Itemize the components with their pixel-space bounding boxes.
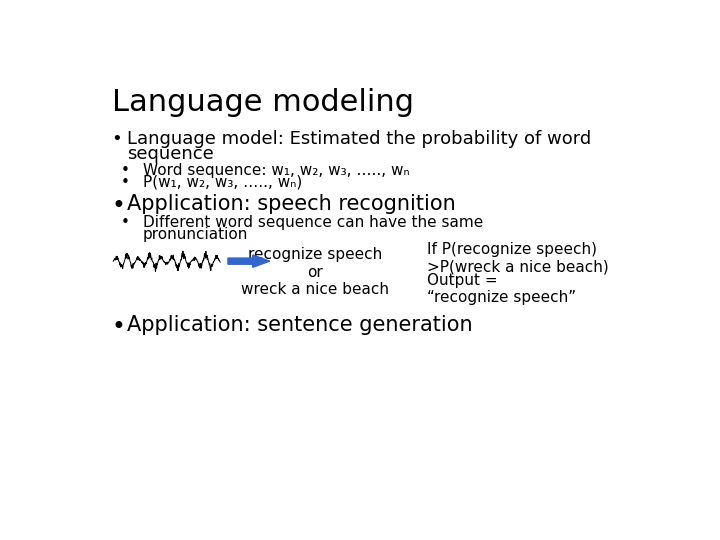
Text: Language model: Estimated the probability of word: Language model: Estimated the probabilit… [127, 130, 591, 148]
Text: •: • [121, 163, 130, 178]
Text: P(w₁, w₂, w₃, ….., wₙ): P(w₁, w₂, w₃, ….., wₙ) [143, 175, 302, 190]
Text: If P(recognize speech)
>P(wreck a nice beach): If P(recognize speech) >P(wreck a nice b… [427, 242, 609, 274]
Text: Application: sentence generation: Application: sentence generation [127, 315, 473, 335]
Text: •: • [112, 130, 122, 148]
Text: Application: speech recognition: Application: speech recognition [127, 194, 456, 214]
Text: •: • [121, 175, 130, 190]
Text: Output =
“recognize speech”: Output = “recognize speech” [427, 273, 576, 305]
Polygon shape [228, 255, 270, 267]
Text: Language modeling: Language modeling [112, 88, 414, 117]
Text: Different word sequence can have the same: Different word sequence can have the sam… [143, 215, 483, 230]
Text: pronunciation: pronunciation [143, 227, 248, 242]
Text: recognize speech
or
wreck a nice beach: recognize speech or wreck a nice beach [240, 247, 389, 297]
Text: Word sequence: w₁, w₂, w₃, ….., wₙ: Word sequence: w₁, w₂, w₃, ….., wₙ [143, 163, 410, 178]
Text: •: • [112, 194, 125, 218]
Text: sequence: sequence [127, 145, 214, 163]
Text: •: • [112, 315, 125, 339]
Text: •: • [121, 215, 130, 230]
